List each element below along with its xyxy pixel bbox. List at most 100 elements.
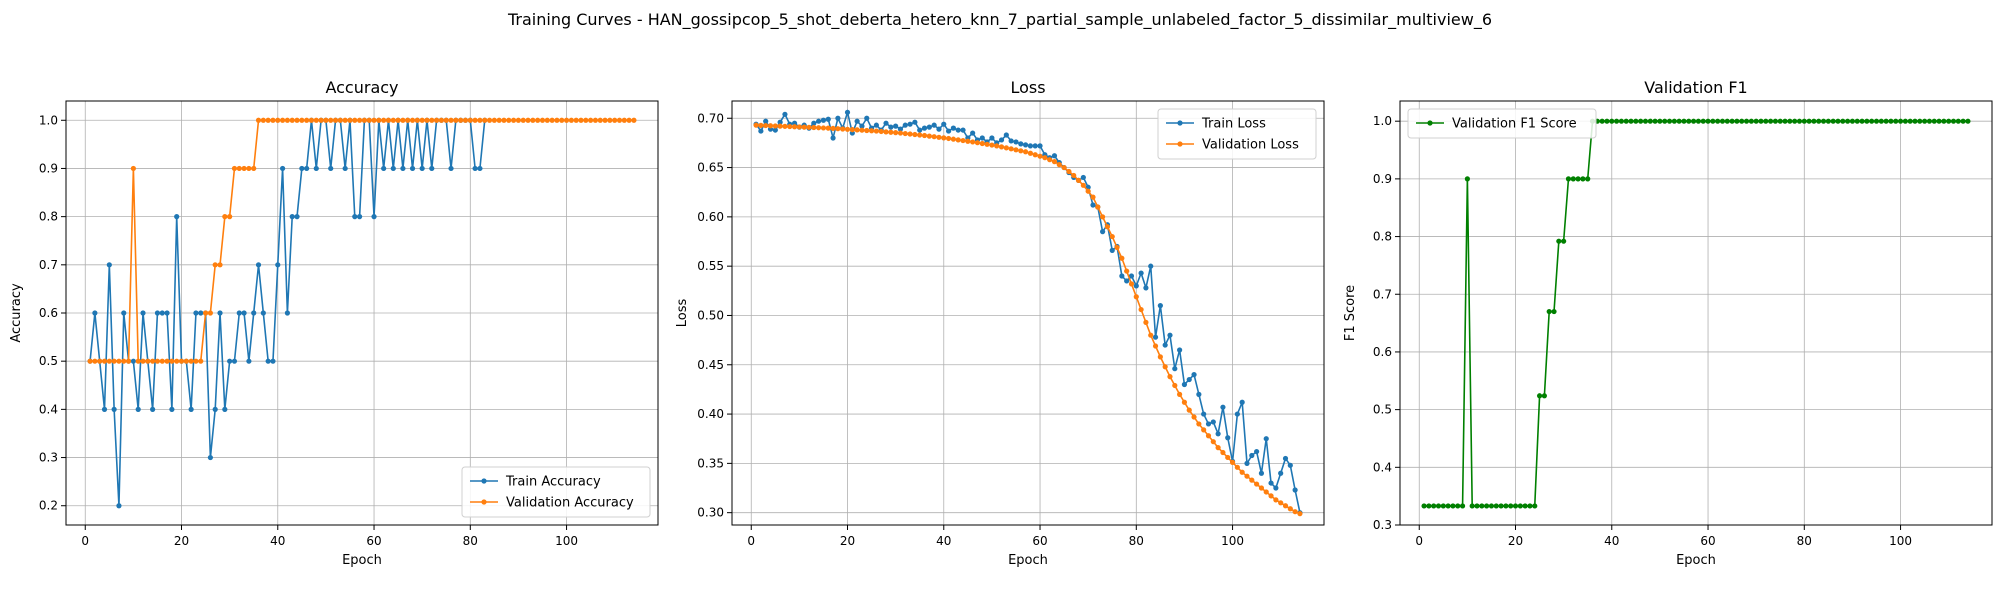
data-point (174, 358, 180, 364)
data-point (907, 121, 913, 127)
x-axis-label: Epoch (1008, 553, 1048, 568)
data-point (1950, 118, 1957, 124)
data-point (1008, 138, 1014, 144)
data-point (477, 117, 483, 123)
data-point (328, 165, 334, 172)
data-point (135, 358, 141, 364)
data-point (318, 117, 324, 123)
x-tick-label: 20 (840, 534, 855, 548)
data-point (1205, 433, 1212, 439)
data-point (1196, 391, 1202, 397)
data-point (1162, 342, 1168, 348)
data-point (1426, 503, 1432, 509)
data-point (1143, 319, 1149, 325)
data-point (116, 358, 122, 364)
data-point (1777, 118, 1783, 124)
data-point (950, 125, 957, 131)
data-point (573, 117, 579, 123)
y-tick-label: 0.8 (1373, 230, 1392, 244)
data-point (1845, 118, 1851, 124)
legend-box (461, 466, 651, 518)
data-point (1254, 448, 1260, 455)
data-point (246, 358, 252, 364)
data-point (472, 117, 478, 123)
data-point (212, 262, 218, 268)
data-point (332, 117, 339, 123)
data-point (1811, 118, 1817, 124)
data-point (921, 132, 928, 139)
data-point (1922, 118, 1928, 124)
data-point (1133, 294, 1139, 300)
data-point (998, 137, 1005, 143)
data-point (1965, 118, 1971, 124)
data-point (1503, 503, 1509, 509)
data-point (854, 127, 860, 133)
data-point (111, 358, 117, 364)
x-tick-label: 80 (1797, 534, 1812, 548)
data-point (443, 117, 449, 123)
data-point (236, 310, 242, 316)
data-point (1686, 118, 1692, 124)
data-point (125, 358, 132, 364)
data-point (1297, 511, 1303, 517)
data-point (164, 358, 170, 364)
data-point (193, 310, 199, 316)
data-point (1080, 182, 1086, 188)
data-point (626, 117, 632, 123)
data-point (1450, 503, 1456, 509)
data-point (912, 131, 918, 138)
data-point (554, 117, 560, 123)
x-tick-label: 100 (1221, 534, 1244, 548)
data-point (1191, 372, 1197, 378)
figure-suptitle: Training Curves - HAN_gossipcop_5_shot_d… (507, 10, 1492, 30)
data-point (1705, 118, 1711, 124)
y-tick-label: 0.9 (1373, 172, 1392, 186)
series-line (755, 109, 1301, 513)
data-point (193, 358, 199, 364)
y-tick-label: 0.5 (39, 354, 58, 368)
data-point (1662, 118, 1668, 124)
data-point (1570, 176, 1576, 182)
data-point (462, 117, 469, 123)
data-point (1440, 503, 1446, 509)
data-point (448, 117, 454, 123)
data-point (299, 165, 305, 172)
data-point (188, 406, 194, 412)
data-point (477, 165, 483, 172)
data-point (1018, 141, 1024, 147)
data-point (1143, 285, 1149, 291)
data-point (1080, 174, 1086, 181)
data-point (782, 123, 788, 129)
data-point (174, 214, 180, 220)
data-point (912, 119, 918, 125)
data-point (998, 144, 1005, 150)
data-point (1075, 177, 1082, 183)
data-point (1469, 503, 1475, 509)
data-point (859, 127, 865, 133)
data-point (159, 358, 165, 364)
data-point (1172, 382, 1178, 389)
data-point (1210, 419, 1216, 425)
data-point (328, 117, 334, 123)
data-point (409, 117, 416, 123)
data-point (1177, 391, 1183, 397)
data-point (1546, 308, 1552, 315)
data-point (1816, 118, 1822, 124)
data-point (347, 117, 353, 123)
data-point (1435, 503, 1442, 509)
data-point (342, 165, 348, 172)
data-point (960, 137, 966, 144)
data-point (323, 117, 329, 123)
data-point (1681, 118, 1687, 124)
x-tick-label: 80 (1129, 534, 1144, 548)
data-point (453, 117, 459, 123)
data-point (1580, 176, 1586, 182)
data-point (1138, 270, 1144, 276)
data-point (1936, 118, 1942, 124)
x-tick-label: 60 (1700, 534, 1715, 548)
data-point (1013, 139, 1019, 145)
series-1 (753, 109, 1303, 516)
data-point (371, 117, 377, 123)
legend-label: Validation Accuracy (506, 496, 634, 511)
data-point (1263, 436, 1269, 442)
